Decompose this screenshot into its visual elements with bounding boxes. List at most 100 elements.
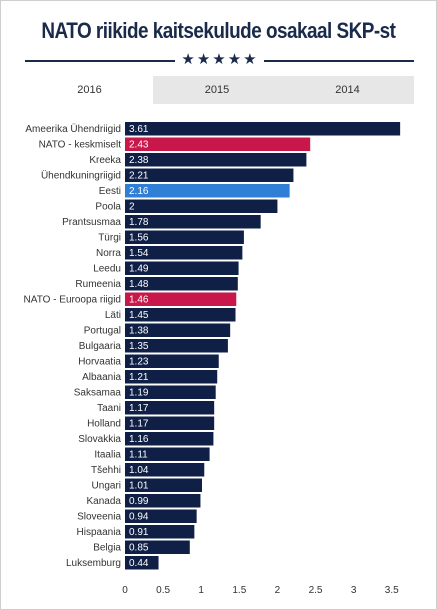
bar-value-label: 1.11	[129, 450, 148, 461]
category-label: Hispaania	[77, 527, 122, 538]
x-tick-label: 3.5	[385, 585, 399, 596]
category-label: Kanada	[87, 496, 122, 507]
bars-layer: 3.61 2.43 2.38 2.21 2.16 2 1.78 1.56 1.54 1.49 1.4…	[125, 122, 401, 570]
bar-value-label: 0.99	[129, 496, 149, 507]
bar	[125, 432, 214, 446]
bar	[125, 153, 307, 167]
bar-value-label: 1.38	[129, 326, 149, 337]
bar-value-label: 0.94	[129, 512, 149, 523]
bar-value-label: 0.85	[129, 543, 149, 554]
bar-value-label: 1.17	[129, 419, 149, 430]
year-tabs: 2016 2015 2014	[26, 76, 414, 104]
bar-value-label: 2.21	[129, 171, 149, 182]
bar	[125, 137, 311, 151]
bar	[125, 168, 294, 182]
category-label: Taani	[97, 403, 121, 414]
bar	[125, 215, 261, 229]
x-tick-label: 0	[122, 585, 128, 596]
x-tick-label: 1.5	[232, 585, 246, 596]
category-label: Belgia	[93, 543, 121, 554]
category-label: Türgi	[98, 233, 121, 244]
bar	[125, 184, 290, 198]
category-label: Leedu	[93, 264, 121, 275]
bar	[125, 246, 243, 260]
category-label: Bulgaaria	[79, 341, 122, 352]
bar	[125, 525, 195, 539]
bar	[125, 261, 239, 275]
tab-2014[interactable]: 2014	[335, 84, 360, 96]
bar	[125, 277, 238, 291]
category-label: Kreeka	[89, 155, 121, 166]
bar	[125, 308, 236, 322]
title-rule-left	[25, 60, 175, 62]
x-tick-label: 0.5	[156, 585, 170, 596]
bar-value-label: 3.61	[129, 124, 149, 135]
bar	[125, 122, 401, 136]
bar-value-label: 1.01	[129, 481, 149, 492]
bar-value-label: 2	[129, 202, 135, 213]
bar	[125, 323, 231, 337]
bar	[125, 494, 201, 508]
category-label: Horvaatia	[78, 357, 121, 368]
category-label: Eesti	[99, 186, 121, 197]
bar-value-label: 1.21	[129, 372, 149, 383]
category-label: Ungari	[92, 481, 121, 492]
bar-value-label: 1.49	[129, 264, 149, 275]
category-label: Luksemburg	[66, 558, 121, 569]
category-label: Ameerika Ühendriigid	[25, 123, 121, 135]
bar	[125, 292, 237, 306]
tab-2015[interactable]: 2015	[204, 84, 230, 96]
bar-value-label: 1.16	[129, 434, 149, 445]
category-label: Portugal	[84, 326, 121, 337]
bar-value-label: 1.78	[129, 217, 149, 228]
tab-2016[interactable]: 2016	[26, 76, 153, 104]
bar-value-label: 1.56	[129, 233, 149, 244]
category-labels-layer: Ameerika Ühendriigid NATO - keskmiselt Kre…	[24, 123, 122, 569]
bar-value-label: 1.45	[129, 310, 149, 321]
category-label: NATO - Euroopa riigid	[24, 295, 121, 306]
bar-value-label: 0.91	[129, 527, 149, 538]
bar-value-label: 1.04	[129, 465, 149, 476]
category-label: Norra	[96, 248, 121, 259]
x-tick-label: 1	[198, 585, 204, 596]
bar	[125, 509, 197, 523]
bar-value-label: 1.23	[129, 357, 149, 368]
category-label: Saksamaa	[74, 388, 122, 399]
bar	[125, 540, 190, 554]
category-label: Slovakkia	[78, 434, 121, 445]
category-label: Läti	[105, 310, 121, 321]
bar-value-label: 1.48	[129, 279, 149, 290]
bar	[125, 463, 205, 477]
bar-value-label: 0.44	[129, 558, 149, 569]
category-label: Sloveenia	[77, 512, 121, 523]
bar	[125, 339, 228, 353]
chart-title: NATO riikide kaitsekulude osakaal SKP-st	[41, 18, 396, 43]
bar	[125, 199, 278, 213]
category-label: Ühendkuningriigid	[41, 170, 121, 182]
bar-value-label: 1.54	[129, 248, 149, 259]
bar	[125, 447, 210, 461]
bar-value-label: 2.38	[129, 155, 149, 166]
bar-value-label: 2.16	[129, 186, 149, 197]
category-label: Tšehhi	[91, 465, 121, 476]
bar-value-label: 2.43	[129, 140, 149, 151]
category-label: Poola	[95, 202, 121, 213]
category-label: Prantsusmaa	[62, 217, 121, 228]
bar-value-label: 1.35	[129, 341, 149, 352]
category-label: Albaania	[82, 372, 121, 383]
bar	[125, 370, 218, 384]
category-label: Rumeenia	[75, 279, 121, 290]
x-tick-label: 2.5	[309, 585, 323, 596]
x-tick-label: 2	[275, 585, 281, 596]
bar	[125, 354, 219, 368]
category-label: Itaalia	[94, 450, 121, 461]
bar	[125, 416, 215, 430]
bar	[125, 385, 216, 399]
bar-value-label: 1.17	[129, 403, 149, 414]
bar	[125, 556, 159, 570]
bar-value-label: 1.19	[129, 388, 149, 399]
bar	[125, 230, 244, 244]
bar	[125, 478, 202, 492]
title-rule-right	[264, 60, 414, 62]
